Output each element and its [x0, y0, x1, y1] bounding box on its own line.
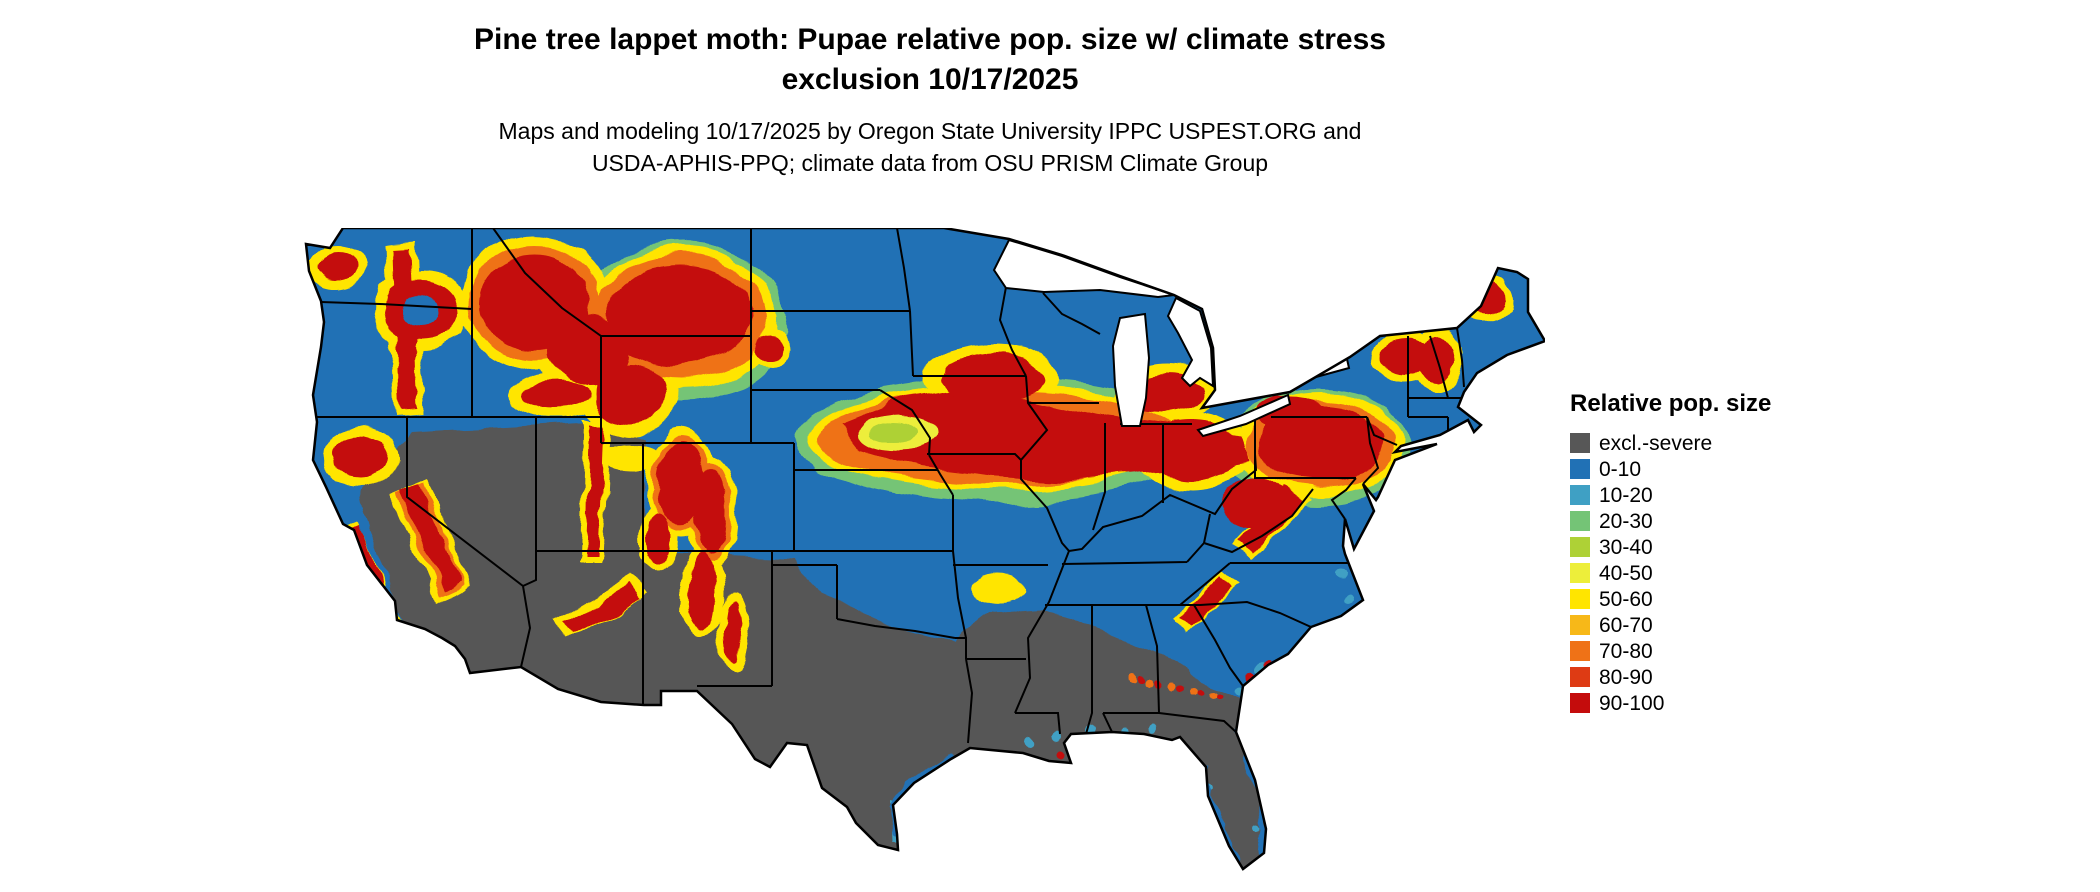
legend-item-50-60: 50-60: [1570, 586, 1771, 612]
legend-label: 60-70: [1599, 613, 1653, 637]
map-title-line1: Pine tree lappet moth: Pupae relative po…: [474, 23, 1386, 56]
lake-erie: [1196, 393, 1292, 438]
us-map-figure: [304, 228, 1545, 871]
legend-swatch: [1570, 693, 1590, 713]
legend-item-30-40: 30-40: [1570, 534, 1771, 560]
legend-swatch: [1570, 615, 1590, 635]
header: Pine tree lappet moth: Pupae relative po…: [0, 20, 1860, 180]
lake-huron: [1166, 296, 1215, 388]
map-subtitle: Maps and modeling 10/17/2025 by Oregon S…: [0, 115, 1860, 179]
legend: Relative pop. size excl.-severe 0-10 10-…: [1570, 390, 1771, 716]
legend-label: 70-80: [1599, 639, 1653, 663]
legend-item-90-100: 90-100: [1570, 690, 1771, 716]
columbia-basin-core: [400, 296, 440, 324]
legend-swatch: [1570, 511, 1590, 531]
band-90-100: [318, 249, 1503, 832]
legend-item-80-90: 80-90: [1570, 664, 1771, 690]
map-subtitle-line1: Maps and modeling 10/17/2025 by Oregon S…: [498, 118, 1362, 145]
legend-swatch: [1570, 537, 1590, 557]
band-core-30-40: [870, 422, 918, 442]
legend-item-10-20: 10-20: [1570, 482, 1771, 508]
legend-item-40-50: 40-50: [1570, 560, 1771, 586]
legend-swatch: [1570, 459, 1590, 479]
legend-item-20-30: 20-30: [1570, 508, 1771, 534]
legend-swatch: [1570, 485, 1590, 505]
legend-item-70-80: 70-80: [1570, 638, 1771, 664]
legend-swatch: [1570, 563, 1590, 583]
legend-label: 10-20: [1599, 483, 1653, 507]
legend-label: excl.-severe: [1599, 431, 1713, 455]
lake-michigan: [1111, 312, 1151, 427]
legend-label: 30-40: [1599, 535, 1653, 559]
map-title: Pine tree lappet moth: Pupae relative po…: [0, 20, 1860, 99]
legend-swatch: [1570, 641, 1590, 661]
legend-swatch: [1570, 589, 1590, 609]
legend-item-60-70: 60-70: [1570, 612, 1771, 638]
lake-superior: [992, 238, 1175, 299]
legend-title: Relative pop. size: [1570, 390, 1772, 417]
legend-label: 80-90: [1599, 665, 1653, 689]
us-map: [300, 228, 1545, 888]
legend-label: 90-100: [1599, 691, 1665, 715]
legend-swatch: [1570, 433, 1590, 453]
state-borders: [317, 228, 1465, 744]
map-title-line2: exclusion 10/17/2025: [781, 62, 1079, 96]
map-subtitle-line2: USDA-APHIS-PPQ; climate data from OSU PR…: [591, 150, 1269, 177]
legend-label: 20-30: [1599, 509, 1653, 533]
legend-swatch: [1570, 667, 1590, 687]
legend-label: 40-50: [1599, 561, 1653, 585]
legend-item-excl-severe: excl.-severe: [1570, 430, 1771, 456]
legend-label: 0-10: [1599, 457, 1642, 481]
legend-item-0-10: 0-10: [1570, 456, 1771, 482]
legend-label: 50-60: [1599, 587, 1653, 611]
